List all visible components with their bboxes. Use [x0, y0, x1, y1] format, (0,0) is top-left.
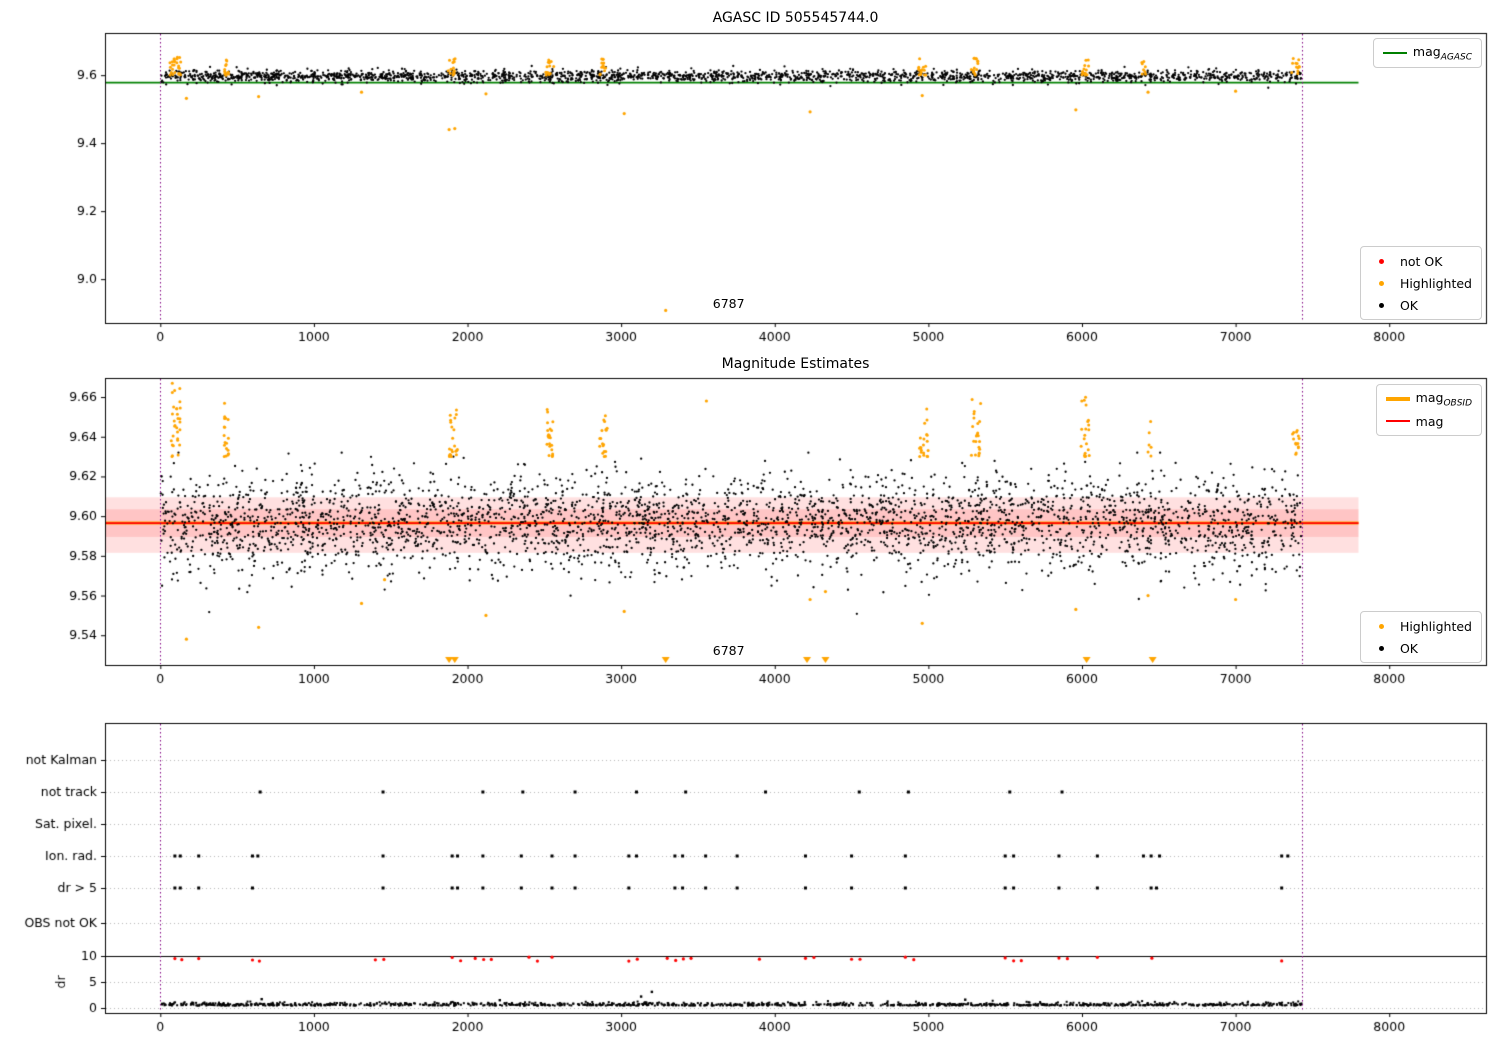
legend-item: OK	[1370, 295, 1472, 315]
legend-item: Highlighted	[1370, 616, 1472, 636]
legend-label: magAGASC	[1412, 43, 1472, 63]
annotation-6787-top: 6787	[712, 296, 745, 311]
legend-dot-marker-icon	[1370, 302, 1394, 308]
legend-dot-marker-icon	[1370, 623, 1394, 629]
legend-label: mag	[1415, 413, 1444, 429]
legend-line-marker-icon	[1385, 397, 1410, 401]
legend-dot-marker-icon	[1370, 280, 1394, 286]
legend-middle-markers: Highlighted OK	[1359, 611, 1482, 663]
middle-plot-title: Magnitude Estimates	[721, 356, 870, 372]
legend-label: Highlighted	[1399, 275, 1472, 291]
legend-label: OK	[1399, 297, 1418, 313]
legend-item: magOBSID	[1385, 389, 1472, 409]
legend-item: not OK	[1370, 251, 1472, 271]
legend-item: Highlighted	[1370, 273, 1472, 293]
legend-dot-marker-icon	[1370, 258, 1394, 264]
legend-mag-agasc: magAGASC	[1372, 38, 1482, 68]
legend-item: OK	[1370, 638, 1472, 658]
legend-label: not OK	[1399, 253, 1443, 269]
legend-item: magAGASC	[1382, 43, 1472, 63]
legend-label: Highlighted	[1399, 618, 1472, 634]
legend-dot-marker-icon	[1370, 645, 1394, 651]
top-plot-title: AGASC ID 505545744.0	[712, 10, 879, 26]
legend-mag-obsid: magOBSID mag	[1375, 384, 1482, 436]
legend-line-marker-icon	[1385, 420, 1410, 422]
legend-line-marker-icon	[1382, 52, 1407, 54]
annotation-6787-middle: 6787	[712, 643, 745, 658]
legend-item: mag	[1385, 411, 1472, 431]
legend-label: magOBSID	[1415, 389, 1472, 409]
legend-top-markers: not OK Highlighted OK	[1359, 246, 1482, 320]
legend-label: OK	[1399, 640, 1418, 656]
